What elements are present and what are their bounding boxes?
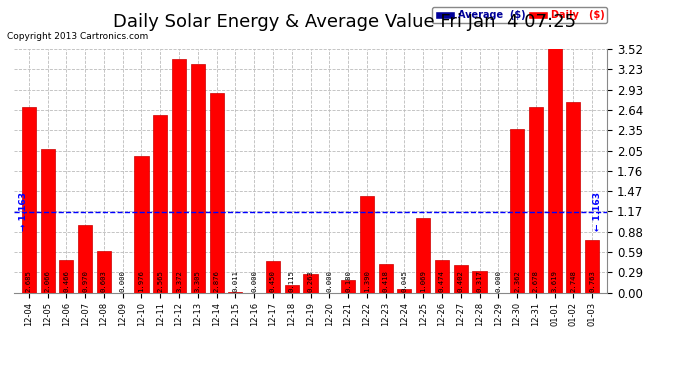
Text: 0.450: 0.450 bbox=[270, 270, 276, 292]
Text: 1.069: 1.069 bbox=[420, 270, 426, 292]
Bar bbox=[548, 42, 562, 292]
Bar bbox=[59, 260, 73, 292]
Text: 0.000: 0.000 bbox=[326, 270, 333, 292]
Bar bbox=[454, 265, 468, 292]
Text: 0.000: 0.000 bbox=[495, 270, 501, 292]
Bar bbox=[529, 107, 543, 292]
Bar bbox=[435, 260, 449, 292]
Text: 2.565: 2.565 bbox=[157, 270, 164, 292]
Text: 0.474: 0.474 bbox=[439, 270, 445, 292]
Text: 0.466: 0.466 bbox=[63, 270, 70, 292]
Text: 0.603: 0.603 bbox=[101, 270, 107, 292]
Bar bbox=[359, 196, 374, 292]
Bar bbox=[585, 240, 599, 292]
Text: 0.045: 0.045 bbox=[402, 270, 407, 292]
Text: Daily Solar Energy & Average Value Fri Jan  4 07:25: Daily Solar Energy & Average Value Fri J… bbox=[113, 13, 577, 31]
Bar bbox=[135, 156, 148, 292]
Text: 0.970: 0.970 bbox=[82, 270, 88, 292]
Bar bbox=[473, 270, 486, 292]
Legend: Average  ($), Daily   ($): Average ($), Daily ($) bbox=[433, 7, 607, 23]
Text: 0.115: 0.115 bbox=[288, 270, 295, 292]
Bar bbox=[416, 219, 430, 292]
Bar bbox=[397, 290, 411, 292]
Text: 0.263: 0.263 bbox=[308, 270, 313, 292]
Bar bbox=[341, 280, 355, 292]
Text: 2.748: 2.748 bbox=[571, 270, 576, 292]
Bar bbox=[153, 115, 167, 292]
Text: 3.305: 3.305 bbox=[195, 270, 201, 292]
Bar bbox=[285, 285, 299, 292]
Bar bbox=[191, 64, 205, 292]
Text: Copyright 2013 Cartronics.com: Copyright 2013 Cartronics.com bbox=[7, 32, 148, 41]
Bar bbox=[566, 102, 580, 292]
Text: 1.390: 1.390 bbox=[364, 270, 370, 292]
Text: 2.685: 2.685 bbox=[26, 270, 32, 292]
Bar bbox=[266, 261, 280, 292]
Text: 0.418: 0.418 bbox=[383, 270, 388, 292]
Bar bbox=[41, 149, 55, 292]
Text: → 1.163: → 1.163 bbox=[19, 192, 28, 231]
Text: 0.402: 0.402 bbox=[457, 270, 464, 292]
Bar bbox=[510, 129, 524, 292]
Bar bbox=[210, 93, 224, 292]
Text: 2.362: 2.362 bbox=[514, 270, 520, 292]
Text: 0.011: 0.011 bbox=[233, 270, 238, 292]
Text: 0.000: 0.000 bbox=[251, 270, 257, 292]
Bar bbox=[379, 264, 393, 292]
Text: 1.976: 1.976 bbox=[139, 270, 144, 292]
Text: 3.372: 3.372 bbox=[176, 270, 182, 292]
Text: ← 1.163: ← 1.163 bbox=[593, 192, 602, 231]
Text: 2.876: 2.876 bbox=[214, 270, 219, 292]
Bar bbox=[78, 225, 92, 292]
Bar bbox=[22, 106, 36, 292]
Text: 0.180: 0.180 bbox=[345, 270, 351, 292]
Text: 0.317: 0.317 bbox=[477, 270, 482, 292]
Text: 0.000: 0.000 bbox=[120, 270, 126, 292]
Text: 3.619: 3.619 bbox=[551, 270, 558, 292]
Text: 0.763: 0.763 bbox=[589, 270, 595, 292]
Bar bbox=[304, 274, 317, 292]
Bar bbox=[97, 251, 111, 292]
Text: 2.678: 2.678 bbox=[533, 270, 539, 292]
Text: 2.066: 2.066 bbox=[45, 270, 50, 292]
Bar bbox=[172, 59, 186, 292]
